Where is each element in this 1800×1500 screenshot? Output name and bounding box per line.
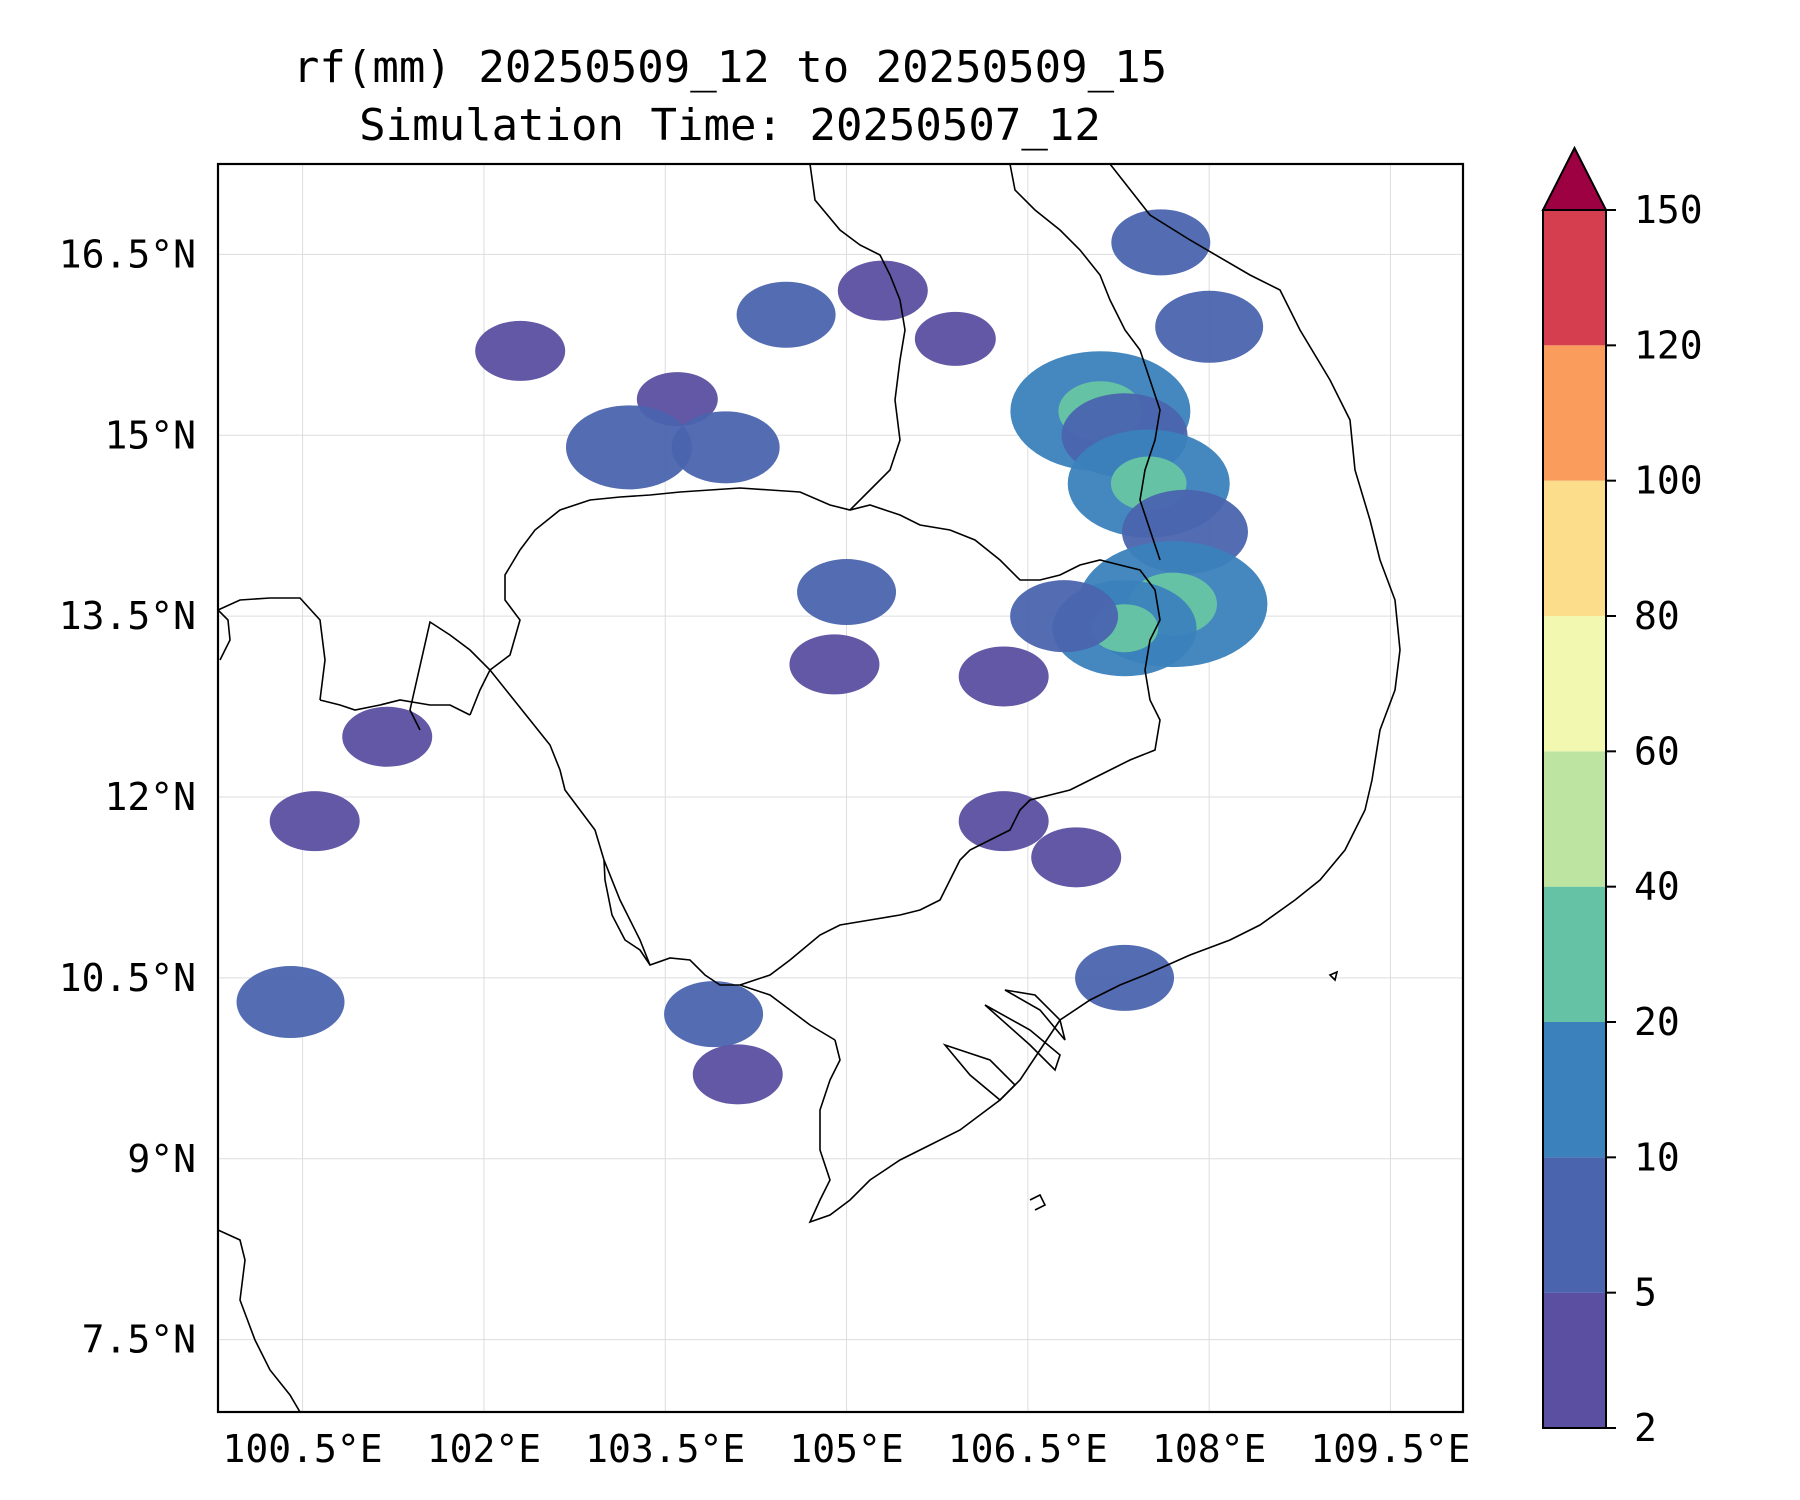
- graticule: [218, 164, 1463, 1412]
- rain-cell: [1111, 209, 1211, 276]
- colorbar-label: 10: [1634, 1135, 1680, 1179]
- rain-cell: [342, 706, 433, 767]
- colorbar-label: 60: [1634, 729, 1680, 773]
- rain-cell: [1010, 580, 1119, 653]
- colorbar-segment: [1543, 210, 1606, 346]
- y-tick-label: 12°N: [104, 775, 196, 819]
- rain-cell: [664, 981, 764, 1048]
- rain-cell: [958, 646, 1049, 707]
- colorbar-segment: [1543, 1292, 1606, 1428]
- rain-cell: [1031, 827, 1122, 888]
- colorbar-label: 150: [1634, 188, 1703, 232]
- rain-cell: [671, 411, 780, 484]
- rain-cell: [236, 966, 345, 1039]
- colorbar-segment: [1543, 616, 1606, 752]
- colorbar-segment: [1543, 1022, 1606, 1158]
- x-tick-label: 102°E: [427, 1427, 541, 1471]
- y-tick-label: 13.5°N: [59, 594, 196, 638]
- colorbar-label: 80: [1634, 594, 1680, 638]
- colorbar-label: 5: [1634, 1271, 1657, 1315]
- map-subtitle: Simulation Time: 20250507_12: [359, 100, 1101, 151]
- colorbar-segment: [1543, 751, 1606, 887]
- coastline-borders: [218, 164, 1401, 1412]
- y-axis-ticks: 16.5°N 15°N 13.5°N 12°N 10.5°N 9°N 7.5°N: [59, 232, 196, 1361]
- rain-cell: [475, 320, 566, 381]
- colorbar-frame: [1542, 209, 1607, 1429]
- x-axis-ticks: 100.5°E 102°E 103.5°E 105°E 106.5°E 108°E 109.…: [223, 1427, 1471, 1471]
- colorbar-segment: [1543, 1157, 1606, 1293]
- rain-cell: [789, 634, 880, 695]
- rain-cell: [797, 559, 897, 626]
- rain-cell: [914, 311, 996, 366]
- colorbar-segment: [1543, 480, 1606, 616]
- rain-cell: [269, 791, 360, 852]
- colorbar-extend-arrow: [1541, 145, 1608, 211]
- x-tick-label: 105°E: [789, 1427, 903, 1471]
- map-title: rf(mm) 20250509_12 to 20250509_15: [292, 42, 1168, 93]
- rainfall-field: [236, 209, 1268, 1105]
- colorbar: 2 5 10 20 40 60 80 100 120 150: [1541, 145, 1703, 1450]
- plot-frame: [216, 162, 1465, 1414]
- colorbar-label: 20: [1634, 1000, 1680, 1044]
- y-tick-label: 7.5°N: [82, 1318, 196, 1362]
- x-tick-label: 108°E: [1152, 1427, 1266, 1471]
- rain-cell: [837, 260, 928, 321]
- rain-cell: [565, 405, 692, 490]
- x-tick-label: 106.5°E: [948, 1427, 1108, 1471]
- rain-cell: [692, 1044, 783, 1105]
- x-tick-label: 100.5°E: [223, 1427, 383, 1471]
- y-tick-label: 16.5°N: [59, 232, 196, 276]
- colorbar-label: 100: [1634, 459, 1703, 503]
- y-tick-label: 10.5°N: [59, 956, 196, 1000]
- colorbar-label: 2: [1634, 1406, 1657, 1450]
- rain-cell: [958, 791, 1049, 852]
- rain-cell: [736, 281, 836, 348]
- colorbar-segment: [1543, 345, 1606, 481]
- y-tick-label: 9°N: [127, 1137, 196, 1181]
- colorbar-label: 40: [1634, 865, 1680, 909]
- y-tick-label: 15°N: [104, 413, 196, 457]
- rain-cell: [1155, 290, 1264, 363]
- colorbar-label: 120: [1634, 323, 1703, 367]
- colorbar-segment: [1543, 886, 1606, 1022]
- x-tick-label: 109.5°E: [1310, 1427, 1470, 1471]
- x-tick-label: 103.5°E: [585, 1427, 745, 1471]
